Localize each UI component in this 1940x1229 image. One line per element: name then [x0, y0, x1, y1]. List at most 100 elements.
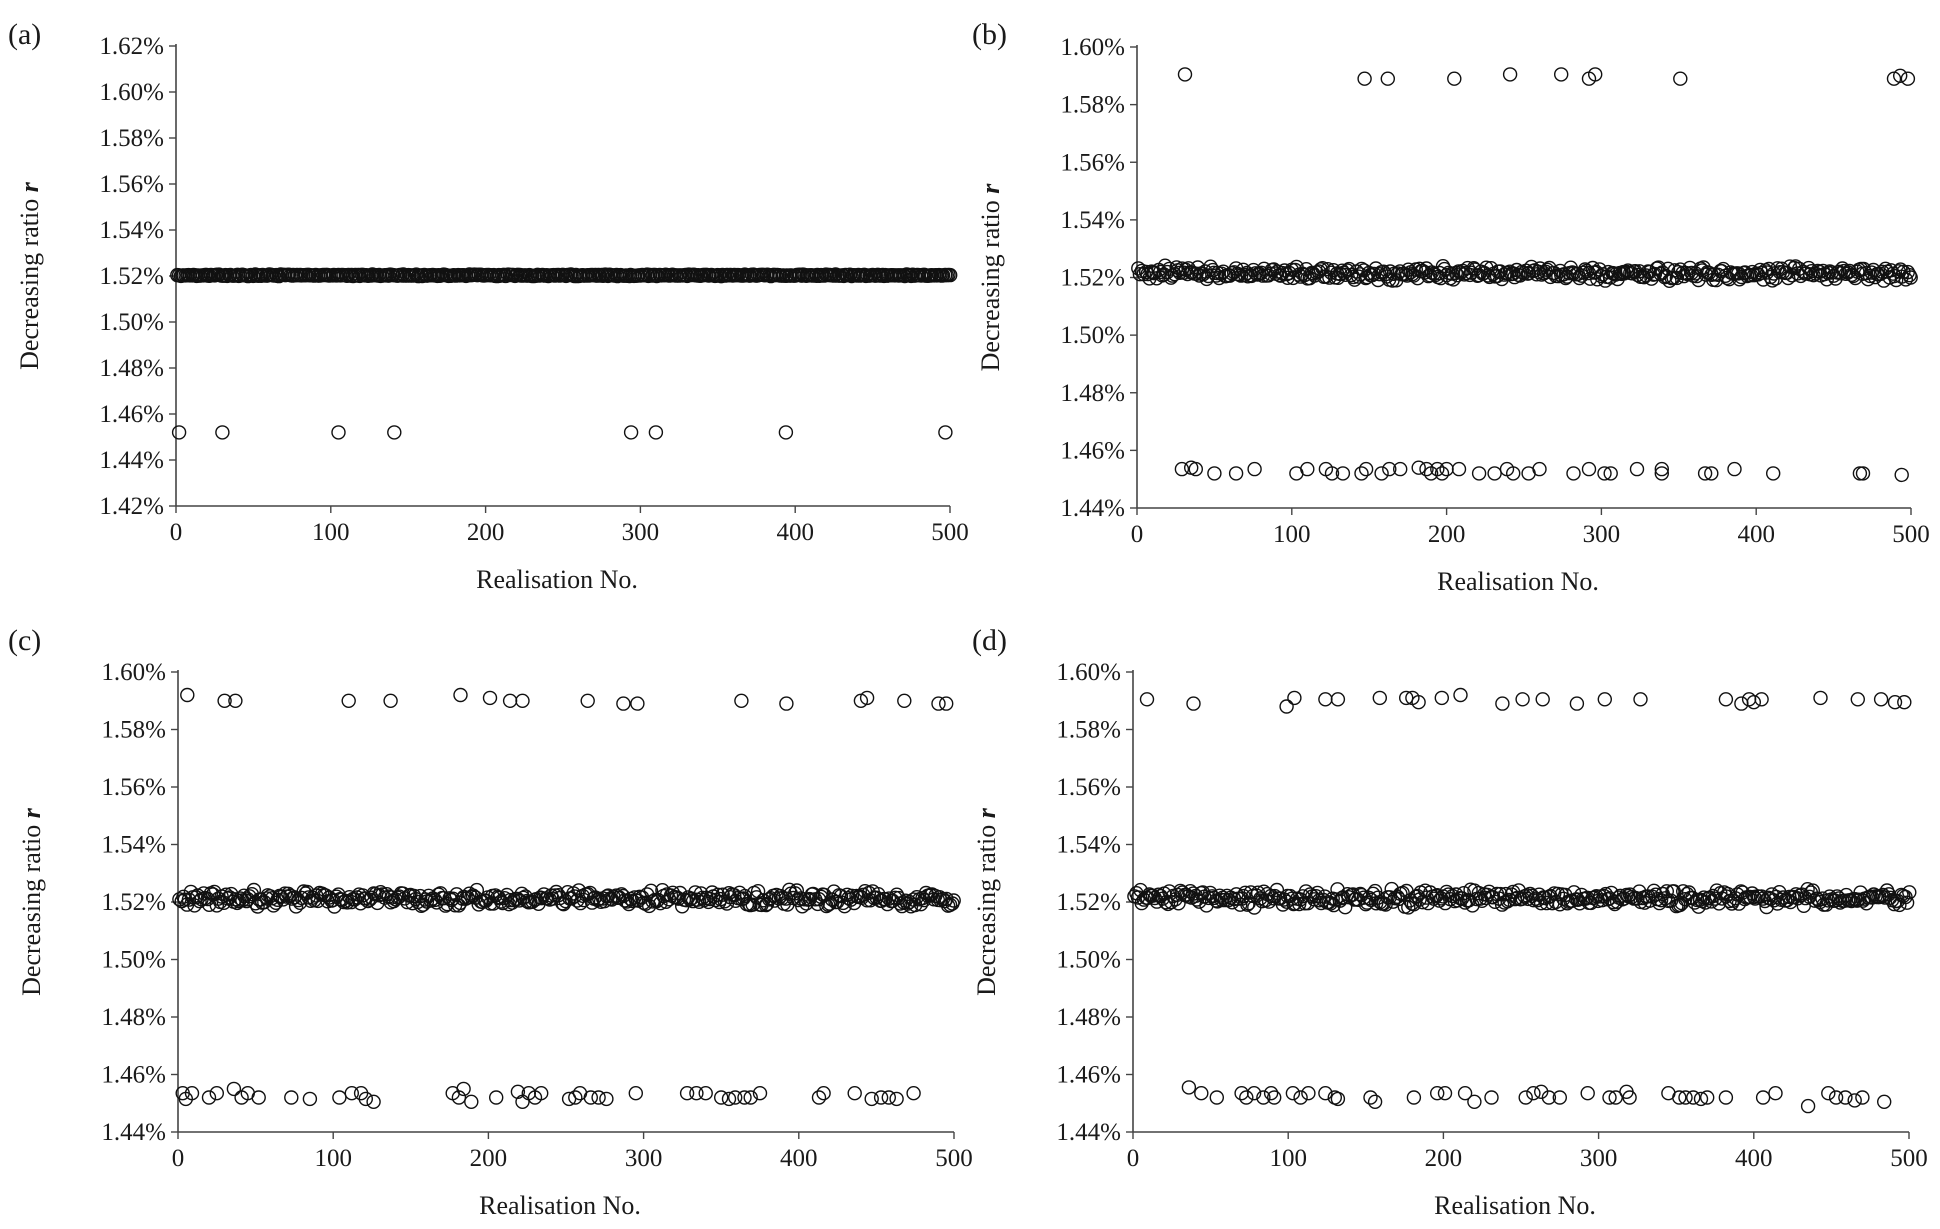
- data-point-outlier: [1597, 692, 1613, 707]
- data-point: [1849, 893, 1865, 908]
- data-point-outlier: [591, 1090, 606, 1105]
- data-point-outlier: [1697, 466, 1713, 481]
- data-point-outlier: [1847, 1093, 1862, 1108]
- data-point: [817, 887, 832, 903]
- data-point: [1151, 887, 1166, 902]
- data-point-outlier: [1535, 692, 1550, 707]
- y-axis-title-variable: r: [972, 807, 1001, 818]
- data-point-outlier: [1526, 1085, 1541, 1101]
- data-point-outlier: [502, 693, 518, 708]
- data-point-outlier: [1392, 461, 1408, 477]
- data-point-outlier: [1266, 1090, 1282, 1105]
- data-point-outlier: [1754, 692, 1769, 707]
- data-point: [844, 888, 860, 903]
- data-point: [273, 889, 288, 905]
- data-point-outlier: [171, 425, 187, 440]
- y-tick-label: 1.46%: [1060, 437, 1125, 464]
- data-point-outlier: [881, 1090, 896, 1105]
- y-axis-title-text: Decreasing ratio: [976, 194, 1005, 372]
- data-point-outlier: [1194, 1085, 1209, 1101]
- data-point-outlier: [1324, 466, 1340, 481]
- data-point-outlier: [1502, 67, 1518, 82]
- y-tick-label: 1.50%: [1056, 947, 1121, 974]
- data-point-outlier: [1372, 690, 1388, 706]
- data-point-outlier: [1622, 1090, 1637, 1105]
- y-tick-label: 1.54%: [101, 832, 166, 859]
- y-axis-title-variable: r: [17, 807, 46, 818]
- x-tick-label: 100: [312, 519, 350, 546]
- data-point-outlier: [1358, 461, 1374, 477]
- data-point-outlier: [201, 1090, 217, 1105]
- data-point-outlier: [228, 693, 243, 708]
- x-tick-label: 300: [625, 1145, 663, 1172]
- data-point-outlier: [344, 1085, 359, 1101]
- data-point: [1666, 884, 1682, 899]
- data-point: [1864, 265, 1879, 280]
- data-point-outlier: [1734, 696, 1749, 711]
- data-point-outlier: [1181, 1080, 1197, 1095]
- data-point-outlier: [1900, 71, 1916, 86]
- data-point-outlier: [1673, 71, 1688, 86]
- data-point-outlier: [628, 1085, 643, 1101]
- x-axis-title: Realisation No.: [479, 1191, 641, 1220]
- data-point-outlier: [1838, 1090, 1853, 1105]
- data-point-outlier: [1398, 690, 1414, 706]
- data-point-outlier: [1484, 1090, 1499, 1105]
- data-point-outlier: [366, 1094, 381, 1110]
- data-point-outlier: [1505, 466, 1521, 481]
- data-point-outlier: [1821, 1085, 1836, 1101]
- y-axis-title-text: Decreasing ratio: [972, 818, 1001, 996]
- data-point: [1354, 887, 1369, 903]
- x-tick-label: 200: [1428, 521, 1466, 548]
- y-tick-label: 1.44%: [101, 1119, 166, 1146]
- data-point-outlier: [1672, 1090, 1687, 1105]
- data-point-outlier: [1768, 1085, 1783, 1101]
- data-point-outlier: [1330, 692, 1346, 707]
- data-point-outlier: [1897, 695, 1912, 710]
- chart-panel-a: (a) 1.42% 1.44% 1.46% 1.48% 1.50% 1.52% 1.54% 1.…: [8, 18, 969, 594]
- data-point-outlier: [1566, 466, 1581, 481]
- y-tick-label: 1.46%: [101, 1062, 166, 1089]
- data-point-outlier: [1447, 71, 1462, 86]
- data-point-outlier: [1541, 1090, 1557, 1105]
- data-point-outlier: [580, 693, 595, 708]
- data-point: [852, 889, 868, 904]
- data-point-outlier: [583, 1090, 598, 1105]
- data-point-outlier: [1629, 461, 1645, 477]
- data-point: [906, 892, 921, 907]
- data-point-outlier: [1746, 695, 1762, 710]
- data-point-outlier: [1451, 461, 1467, 477]
- data-point-outlier: [1434, 690, 1450, 706]
- y-tick-label: 1.50%: [99, 309, 164, 336]
- x-tick-label: 500: [935, 1145, 973, 1172]
- data-point: [943, 267, 958, 283]
- y-tick-label: 1.62%: [99, 33, 164, 60]
- data-point: [1810, 263, 1825, 279]
- data-point: [1877, 890, 1893, 905]
- chart-panel-c: (c) 1.44% 1.46% 1.48% 1.50% 1.52% 1.54% 1.56% 1.…: [8, 624, 973, 1220]
- data-point: [1838, 266, 1854, 281]
- y-tick-label: 1.48%: [101, 1004, 166, 1031]
- data-point-outlier: [453, 687, 468, 703]
- data-point: [375, 887, 390, 902]
- data-point-outlier: [331, 425, 346, 440]
- data-point-outlier: [1318, 1085, 1333, 1101]
- data-point-outlier: [1279, 699, 1294, 714]
- data-points: [1127, 687, 1917, 1114]
- data-point-outlier: [209, 1085, 225, 1101]
- data-point-outlier: [1581, 461, 1597, 477]
- data-point-outlier: [698, 1085, 713, 1101]
- y-tick-label: 1.44%: [99, 447, 164, 474]
- data-point-outlier: [847, 1085, 862, 1101]
- data-point-outlier: [1718, 692, 1734, 707]
- data-point-outlier: [1335, 466, 1351, 481]
- data-point-outlier: [383, 693, 398, 708]
- y-tick-label: 1.44%: [1056, 1119, 1121, 1146]
- data-point: [1659, 884, 1675, 899]
- data-point: [702, 891, 718, 907]
- data-point: [1691, 272, 1706, 288]
- data-point-outlier: [1363, 1090, 1378, 1105]
- y-tick-label: 1.50%: [1060, 322, 1125, 349]
- data-point: [1261, 894, 1277, 909]
- x-tick-label: 400: [1735, 1145, 1773, 1172]
